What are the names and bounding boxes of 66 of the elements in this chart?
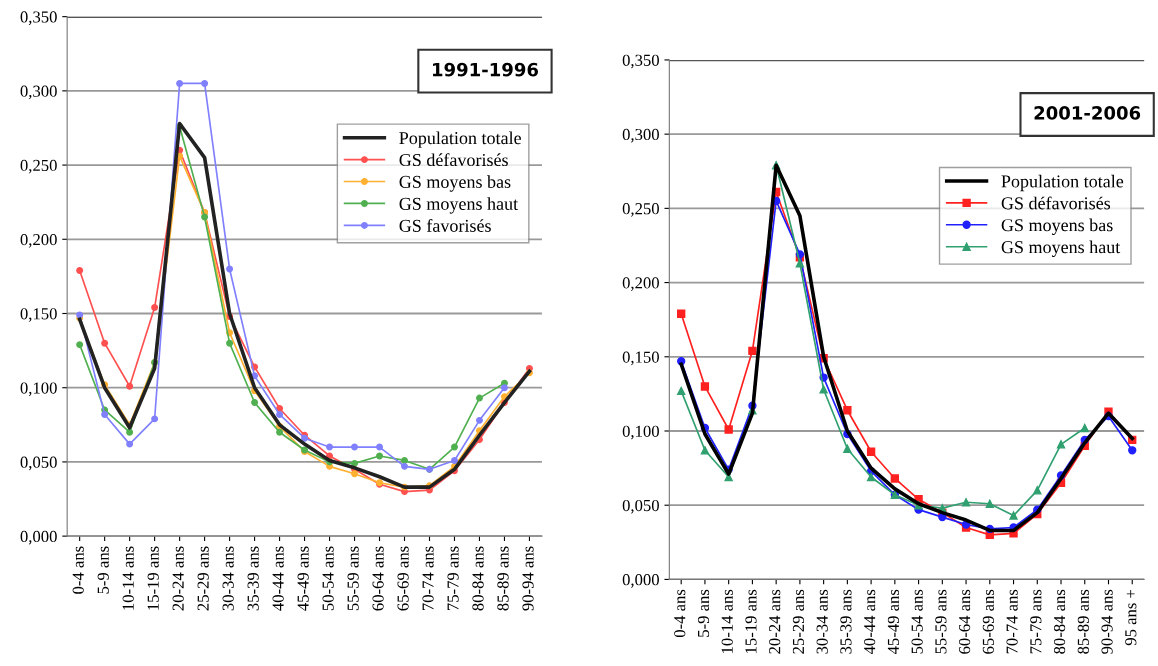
x-tick-label: 50-54 ans [911, 589, 923, 654]
legend-label: GS défavorisés [1001, 196, 1111, 210]
x-tick-label: 5-9 ans [97, 546, 109, 594]
x-tick-label: 0-4 ans [72, 546, 84, 594]
x-tick-label: 20-24 ans [172, 546, 184, 611]
y-tick-label: 0,250 [20, 159, 57, 174]
x-tick-label: 65-69 ans [397, 546, 409, 611]
x-tick-label: 10-14 ans [721, 589, 733, 653]
x-tick-label: 90-94 ans [1101, 589, 1113, 654]
legend-label: Population totale [399, 131, 521, 148]
y-tick-label: 0,300 [622, 128, 659, 143]
x-tick-label: 40-44 ans [864, 589, 876, 655]
legend-label: GS défavorisés [399, 153, 508, 167]
x-tick-label: 60-64 ans [958, 589, 971, 654]
x-tick-label: 55-59 ans [347, 546, 359, 611]
legend-label: GS moyens bas [1001, 218, 1113, 236]
x-tick-label: 30-34 ans [222, 546, 234, 611]
x-tick-label: 95 ans + [1125, 589, 1137, 646]
x-tick-label: 20-24 ans [769, 589, 781, 654]
y-tick-label: 0,100 [20, 382, 57, 397]
legend-label: GS favorisés [399, 219, 491, 232]
x-tick-label: 70-74 ans [1006, 589, 1018, 654]
x-tick-label: 0-4 ans [674, 589, 686, 638]
x-tick-label: 30-34 ans [816, 589, 828, 654]
x-tick-label: 85-89 ans [1077, 589, 1089, 654]
legend-label: GS moyens bas [399, 175, 511, 192]
legend-label: GS moyens haut [399, 197, 519, 214]
y-tick-label: 0,100 [622, 425, 659, 440]
x-tick-label: 5-9 ans [697, 589, 710, 637]
x-tick-label: 25-29 ans [792, 589, 805, 654]
legend-label: GS moyens haut [1001, 240, 1121, 257]
y-tick-label: 0,150 [20, 308, 57, 322]
x-tick-label: 35-39 ans [247, 546, 259, 611]
x-tick-label: 15-19 ans [147, 546, 159, 610]
x-tick-label: 80-84 ans [1053, 589, 1066, 654]
y-tick-label: 0,050 [622, 499, 659, 514]
x-tick-label: 75-79 ans [447, 546, 459, 611]
x-tick-label: 80-84 ans [472, 546, 484, 611]
y-tick-label: 0,300 [20, 85, 57, 100]
x-tick-label: 90-94 ans [522, 546, 534, 611]
y-tick-label: 0,250 [622, 203, 659, 217]
x-tick-label: 70-74 ans [422, 546, 434, 611]
x-tick-label: 65-69 ans [982, 589, 994, 654]
x-tick-label: 45-49 ans [887, 589, 900, 655]
x-tick-label: 60-64 ans [372, 546, 384, 611]
annotation: 1991-1996 [433, 62, 538, 77]
y-tick-label: 0,350 [20, 11, 57, 25]
legend-label: Population totale [1001, 174, 1124, 192]
x-tick-label: 75-79 ans [1030, 589, 1042, 654]
y-tick-label: 0,150 [622, 351, 659, 366]
x-tick-label: 25-29 ans [197, 546, 209, 611]
x-tick-label: 40-44 ans [272, 546, 284, 611]
x-tick-label: 55-59 ans [935, 589, 947, 654]
x-tick-label: 15-19 ans [745, 589, 757, 653]
x-tick-label: 35-39 ans [840, 589, 852, 654]
y-tick-label: 0,050 [20, 456, 57, 471]
y-tick-label: 0,200 [622, 277, 659, 291]
y-tick-label: 0,200 [20, 233, 57, 248]
x-tick-label: 50-54 ans [322, 546, 334, 611]
x-tick-label: 85-89 ans [497, 546, 509, 611]
y-tick-label: 0,350 [622, 54, 659, 69]
y-tick-label: 0,000 [622, 574, 659, 588]
x-tick-label: 10-14 ans [122, 546, 134, 610]
y-tick-label: 0,000 [20, 530, 57, 545]
x-tick-label: 45-49 ans [297, 546, 309, 611]
annotation: 2001-2006 [1034, 106, 1141, 120]
